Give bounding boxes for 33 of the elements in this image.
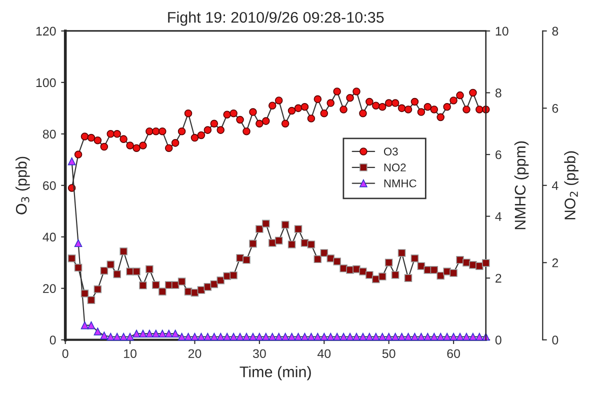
y3-tick-label: 6 [552,104,558,113]
x-tick-label: 50 [382,349,396,358]
legend-label: O3 [384,148,398,156]
x-tick-label: 30 [252,349,266,358]
y-tick-label: 120 [36,26,56,36]
y3-tick-label: 2 [552,258,558,268]
y2-tick-label: 8 [495,88,502,98]
x-axis-title: Time (min) [240,366,311,380]
x-tick-label: 20 [188,349,202,358]
y-tick-label: 20 [43,284,56,294]
y2-tick-label: 10 [496,26,508,36]
x-tick-label: 10 [124,349,137,358]
y2-tick-label: 2 [496,274,502,283]
x-tick-label: 40 [317,349,331,358]
y-tick-label: 100 [36,78,56,88]
chart-title: Fight 19: 2010/9/26 09:28-10:35 [168,12,384,26]
y2-tick-label: 4 [495,212,502,221]
y3-tick-label: 8 [552,26,558,36]
x-tick-label: 60 [447,349,460,358]
legend-label: NMHC [384,179,416,188]
y2-tick-label: 0 [495,336,502,344]
y2-axis-title: NMHC (ppm) [514,141,529,230]
y3-tick-label: 0 [552,336,558,344]
y-tick-label: 0 [50,336,56,344]
y-tick-label: 60 [43,181,56,190]
y-tick-label: 40 [42,232,56,242]
y-tick-label: 80 [42,130,56,139]
y3-axis-title: NO$_{2}$ (ppb) [564,151,578,220]
y2-tick-label: 6 [496,150,502,160]
y3-tick-label: 4 [552,181,558,190]
y-axis-title: O$_{3}$ (ppb) [16,156,30,214]
legend-label: NO2 [384,164,406,172]
x-tick-label: 0 [62,349,68,358]
